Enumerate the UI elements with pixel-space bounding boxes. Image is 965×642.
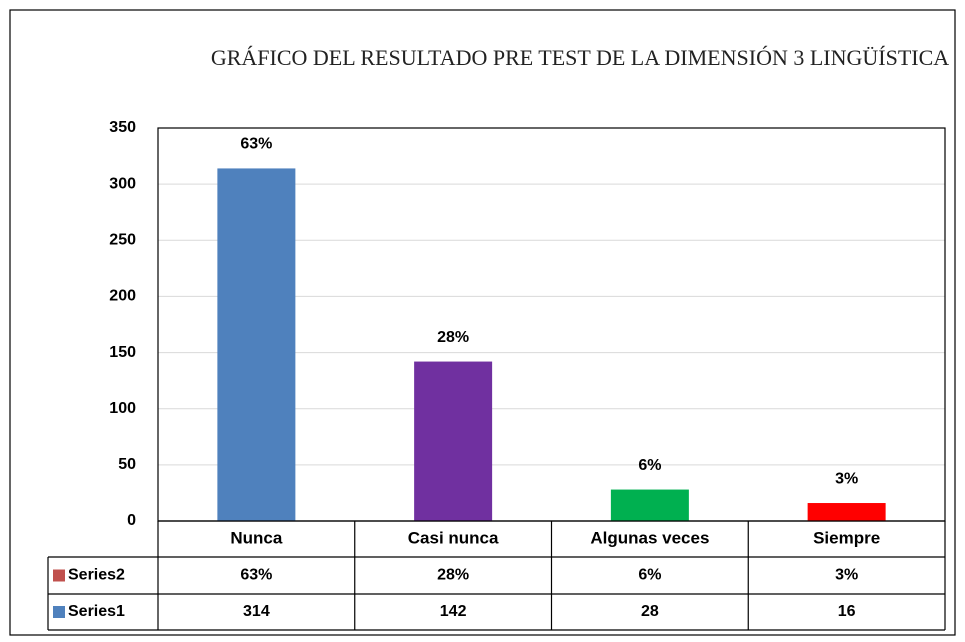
x-tick-label: Algunas veces <box>590 528 709 547</box>
y-tick-label: 0 <box>127 512 136 529</box>
y-tick-label: 200 <box>109 288 136 305</box>
y-tick-label: 350 <box>109 119 136 136</box>
table-cell: 28% <box>437 567 469 584</box>
y-tick-label: 150 <box>109 344 136 361</box>
legend-label: Series1 <box>68 603 125 620</box>
legend-label: Series2 <box>68 567 125 584</box>
chart-border <box>9 9 956 636</box>
legend-key <box>53 606 65 618</box>
table-cell: 3% <box>835 567 858 584</box>
bar <box>217 168 296 521</box>
y-tick-label: 50 <box>118 456 136 473</box>
x-tick-label: Casi nunca <box>408 528 499 547</box>
table-cell: 314 <box>243 603 270 620</box>
table-cell: 16 <box>838 603 856 620</box>
y-tick-label: 100 <box>109 400 136 417</box>
table-cell: 28 <box>641 603 659 620</box>
table-cell: 142 <box>440 603 467 620</box>
bar <box>610 489 689 521</box>
data-label: 28% <box>437 329 469 346</box>
bar <box>807 503 886 521</box>
y-tick-label: 250 <box>109 232 136 249</box>
table-cell: 63% <box>240 567 272 584</box>
bar <box>414 361 493 521</box>
data-label: 6% <box>638 457 661 474</box>
data-label: 63% <box>240 136 272 153</box>
x-tick-label: Nunca <box>230 528 283 547</box>
table-cell: 6% <box>638 567 661 584</box>
chart-title: GRÁFICO DEL RESULTADO PRE TEST DE LA DIM… <box>210 45 950 70</box>
x-tick-label: Siempre <box>813 528 880 547</box>
data-label: 3% <box>835 470 858 487</box>
legend-key <box>53 569 65 582</box>
y-tick-label: 300 <box>109 175 136 192</box>
